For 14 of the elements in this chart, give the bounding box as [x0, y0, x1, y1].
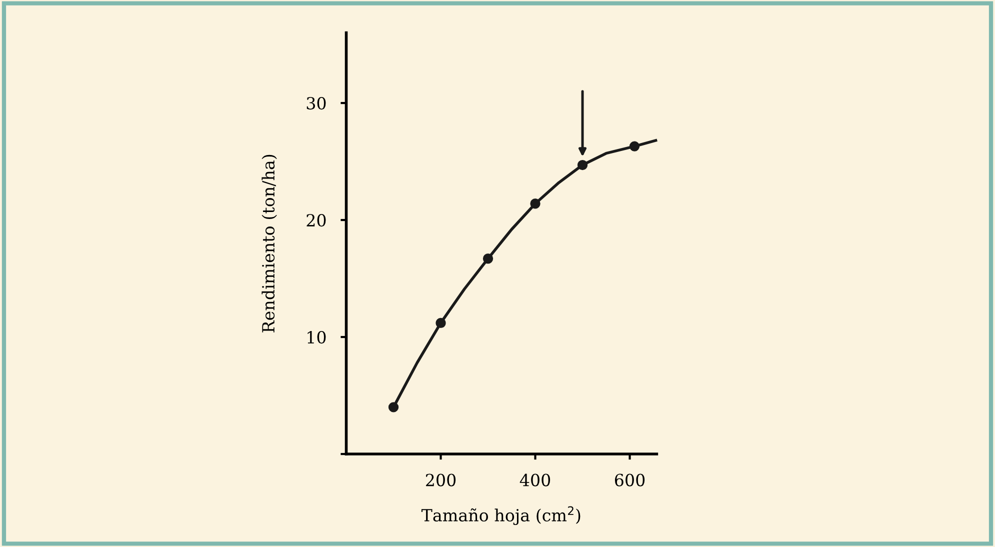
x-tick-label: 400: [520, 474, 550, 486]
x-tick-label: 200: [426, 474, 456, 486]
x-axis-title: Tamaño hoja (cm$^{2}$): [421, 506, 580, 525]
point: [388, 402, 399, 412]
y-axis-title: Rendimiento (ton/ha): [262, 154, 277, 332]
point: [482, 254, 494, 264]
y-tick-label: 20: [306, 214, 326, 227]
point: [530, 198, 540, 209]
point: [577, 160, 588, 170]
x-tick-label: 600: [614, 474, 645, 486]
point: [436, 318, 446, 328]
y-tick-label: 30: [306, 96, 326, 110]
point: [629, 141, 640, 152]
y-tick-label: 10: [308, 330, 326, 344]
